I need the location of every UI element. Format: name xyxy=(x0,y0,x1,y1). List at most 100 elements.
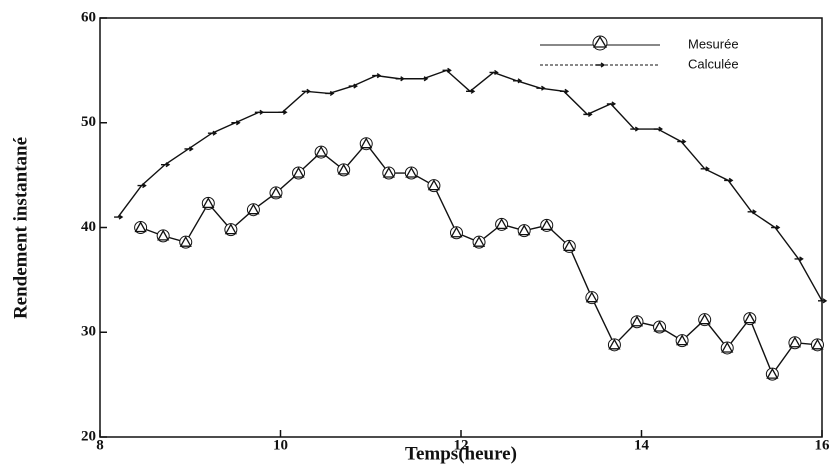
marker xyxy=(314,145,328,159)
marker xyxy=(536,85,546,91)
x-tick-label: 8 xyxy=(96,437,104,453)
marker-triangle xyxy=(518,224,531,236)
marker-triangle xyxy=(269,186,283,198)
marker-triangle xyxy=(179,235,192,247)
marker xyxy=(472,235,486,249)
marker xyxy=(466,88,476,94)
marker xyxy=(818,298,828,304)
marker xyxy=(747,209,757,215)
x-tick-label: 12 xyxy=(454,437,469,453)
marker-triangle xyxy=(630,315,644,327)
marker xyxy=(559,88,570,94)
marker-triangle xyxy=(427,179,441,191)
marker xyxy=(517,224,531,238)
marker-triangle xyxy=(653,320,666,332)
marker xyxy=(301,88,312,94)
x-tick-label: 10 xyxy=(273,437,288,453)
y-tick-label: 40 xyxy=(81,219,96,235)
marker-triangle xyxy=(743,312,756,324)
marker xyxy=(700,166,710,172)
marker-triangle xyxy=(495,218,508,230)
marker xyxy=(137,183,147,189)
marker xyxy=(765,367,779,381)
marker xyxy=(495,217,509,231)
marker xyxy=(489,69,499,76)
x-axis-title: Temps(heure) xyxy=(405,443,517,464)
marker xyxy=(224,223,238,237)
marker xyxy=(675,334,689,348)
marker-triangle xyxy=(540,219,553,231)
y-tick-label: 60 xyxy=(81,9,96,25)
marker xyxy=(337,163,351,177)
marker-triangle xyxy=(811,338,824,350)
marker xyxy=(231,120,241,126)
marker xyxy=(395,76,405,82)
marker-triangle xyxy=(450,226,463,238)
x-tick-label: 16 xyxy=(815,437,831,453)
marker-triangle xyxy=(134,221,147,233)
marker xyxy=(114,214,124,220)
marker-triangle xyxy=(382,166,395,178)
y-axis-title: Rendement instantané xyxy=(10,137,31,319)
marker xyxy=(720,341,734,355)
marker xyxy=(254,109,265,115)
marker xyxy=(269,186,283,200)
marker xyxy=(771,224,781,231)
marker-triangle xyxy=(766,367,779,379)
marker xyxy=(562,239,576,253)
marker xyxy=(419,76,429,82)
marker xyxy=(698,313,712,327)
marker-triangle xyxy=(405,166,418,178)
marker-triangle xyxy=(563,240,576,252)
marker-triangle xyxy=(788,336,802,348)
marker-triangle xyxy=(202,197,215,209)
marker-triangle xyxy=(472,235,486,247)
marker-triangle xyxy=(157,229,170,241)
marker xyxy=(512,78,523,84)
marker xyxy=(630,126,640,132)
marker-triangle xyxy=(585,291,598,303)
marker xyxy=(382,166,396,180)
marker xyxy=(585,291,599,305)
marker xyxy=(156,229,170,243)
marker xyxy=(348,83,358,89)
plot-frame xyxy=(99,17,823,438)
marker-triangle xyxy=(337,163,350,175)
series-line xyxy=(117,69,823,302)
marker xyxy=(246,203,260,217)
marker xyxy=(359,137,373,151)
marker xyxy=(427,179,441,193)
series-line xyxy=(140,142,818,376)
marker xyxy=(630,315,644,329)
marker-triangle xyxy=(292,166,305,178)
marker xyxy=(788,336,802,350)
marker xyxy=(134,221,148,234)
marker xyxy=(207,130,218,136)
marker xyxy=(325,90,335,97)
marker xyxy=(179,235,193,249)
marker xyxy=(794,256,804,262)
marker xyxy=(743,312,757,326)
marker xyxy=(810,338,824,352)
marker xyxy=(724,177,734,183)
marker-triangle xyxy=(676,334,689,346)
x-tick-label: 14 xyxy=(634,437,650,453)
marker xyxy=(201,196,215,210)
y-tick-label: 30 xyxy=(81,324,96,340)
legend-label: Mesurée xyxy=(688,36,739,51)
marker xyxy=(404,166,418,180)
marker xyxy=(372,73,382,79)
marker xyxy=(606,101,617,107)
marker-triangle xyxy=(721,341,734,353)
marker xyxy=(292,166,306,180)
marker xyxy=(449,226,463,240)
marker xyxy=(442,67,452,73)
marker xyxy=(540,218,554,232)
legend-marker xyxy=(596,62,606,68)
marker xyxy=(677,139,687,145)
legend-label: Calculée xyxy=(688,56,739,71)
marker xyxy=(653,126,664,132)
y-tick-label: 20 xyxy=(81,428,96,444)
marker xyxy=(184,146,194,152)
